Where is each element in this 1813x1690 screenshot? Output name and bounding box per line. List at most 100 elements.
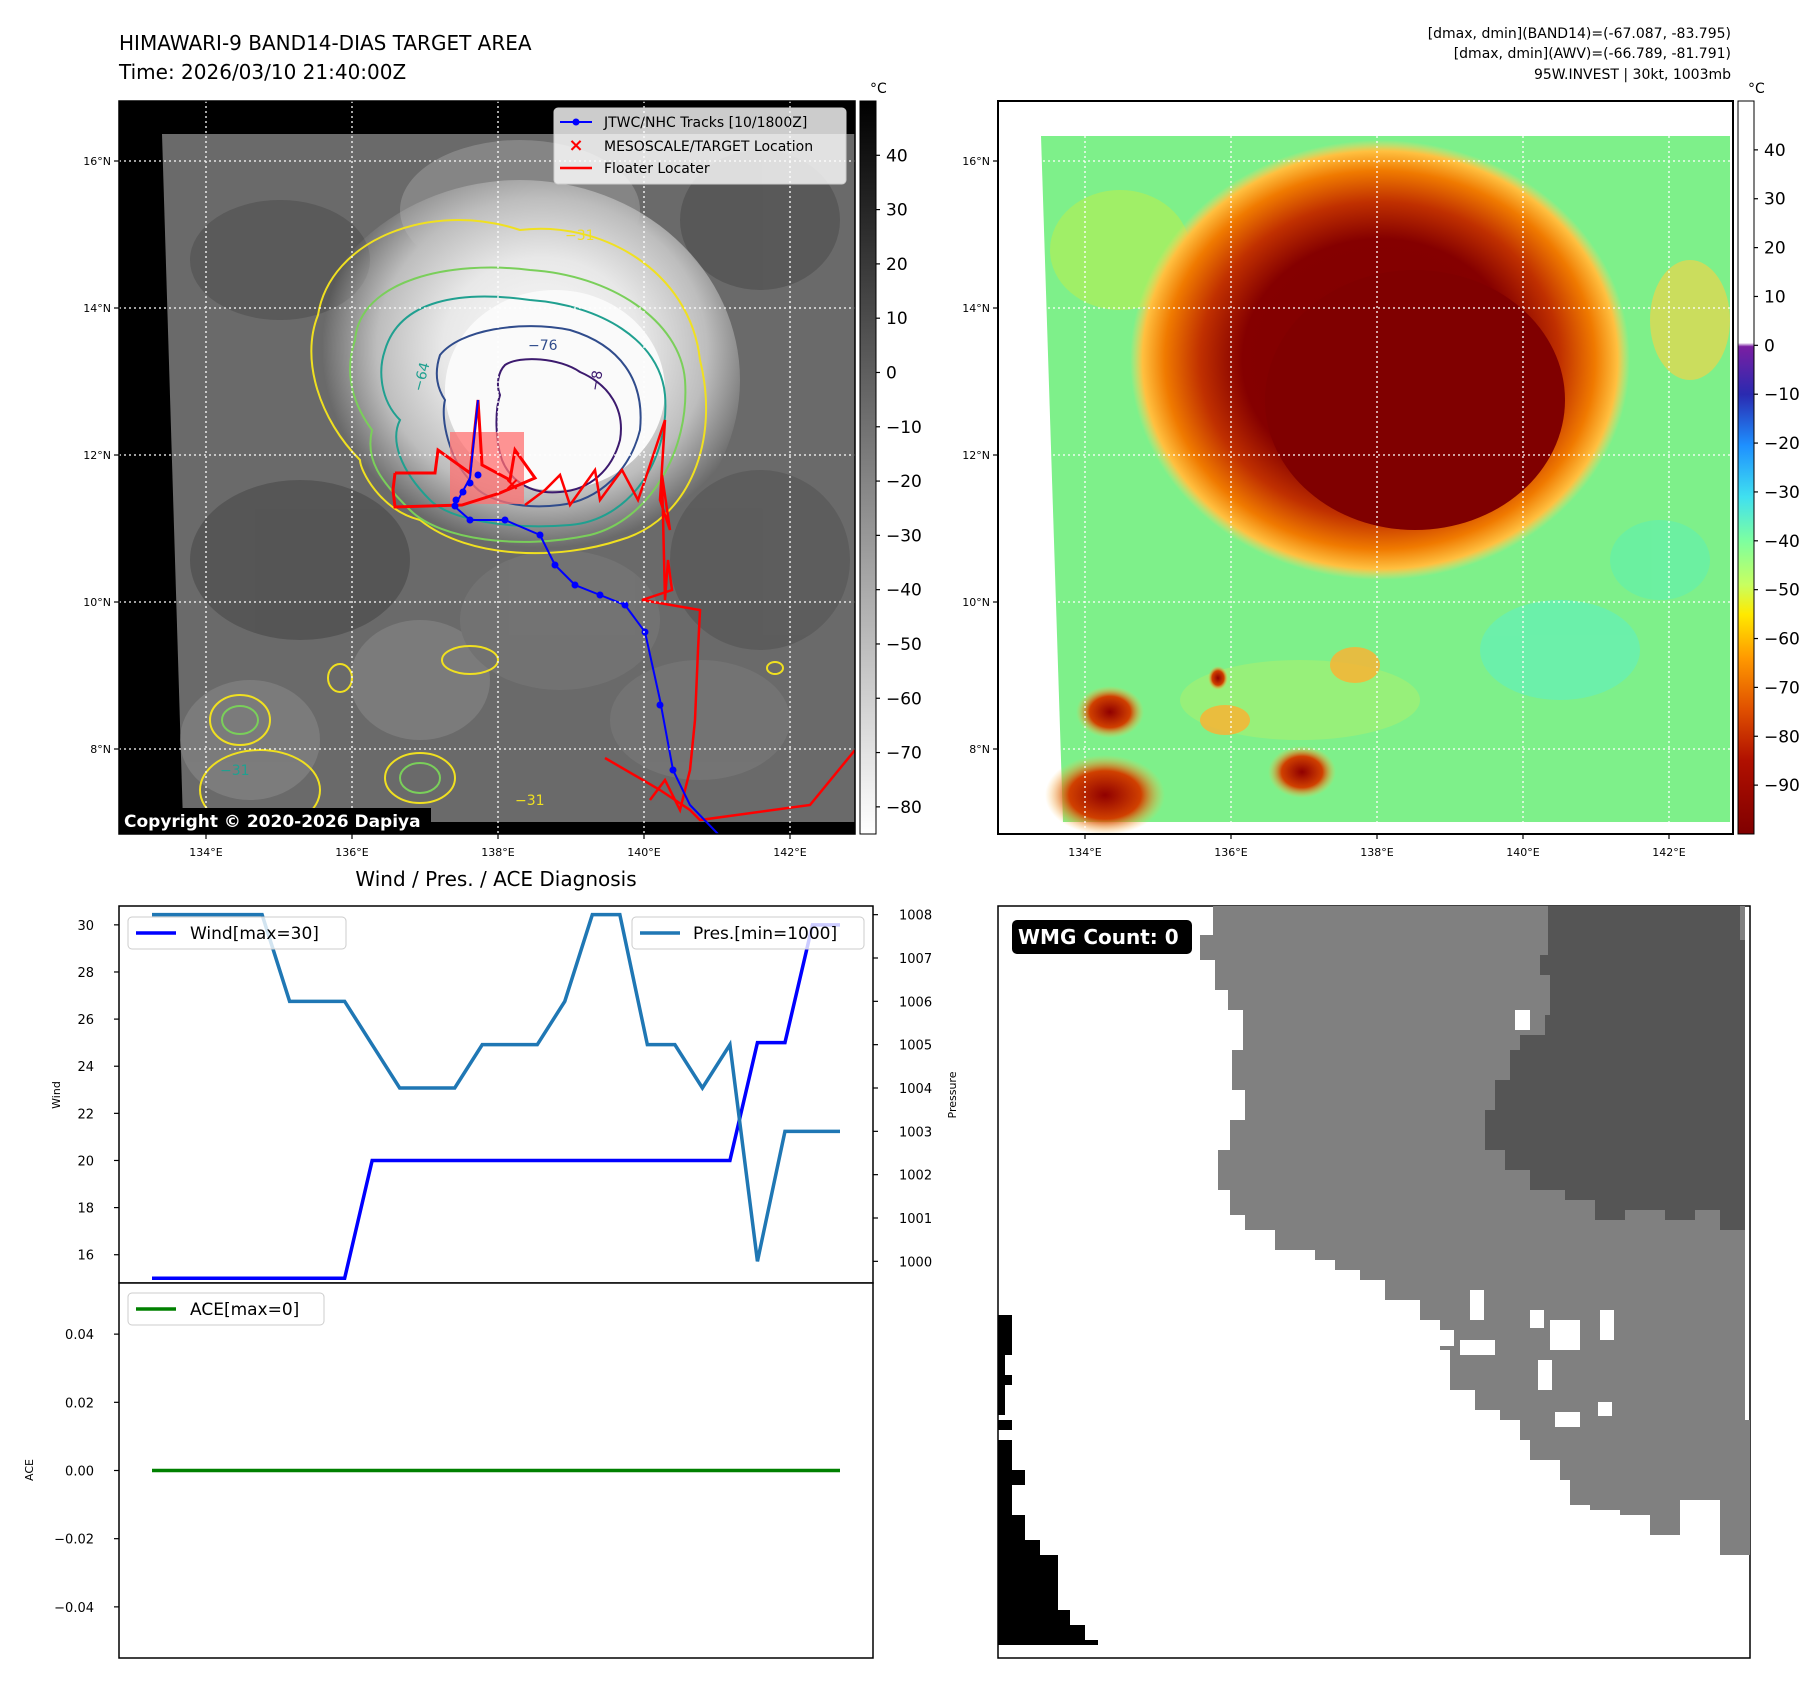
lon-tick-label: 140°E	[627, 846, 660, 859]
copyright-bg	[119, 808, 431, 834]
colorbar-tick-label: −40	[1764, 532, 1800, 552]
wind-tick-label: 24	[77, 1060, 94, 1075]
awv-frame	[997, 100, 1734, 835]
colorbar-tick-label: −40	[886, 581, 922, 601]
awv-colorbar-bar	[1737, 100, 1755, 835]
colorbar-tick-label: −50	[1764, 581, 1800, 601]
lat-tick-label: 12°N	[83, 449, 111, 462]
lon-tick-label: 136°E	[335, 846, 368, 859]
pressure-tick-label: 1001	[899, 1212, 932, 1227]
colorbar-tick-label: −90	[1764, 776, 1800, 796]
colorbar-tick-label: 40	[1764, 141, 1786, 161]
ace-tick-label: −0.02	[54, 1533, 94, 1548]
lon-tick-label: 142°E	[773, 846, 806, 859]
pressure-tick-label: 1007	[899, 952, 932, 967]
contour-label-76: −76	[528, 338, 558, 354]
floater-locater-2	[524, 419, 702, 814]
contour-label-31a: −31	[565, 228, 595, 244]
colorbar-tick-label: 0	[886, 363, 897, 383]
pressure-tick-label: 1000	[899, 1255, 932, 1270]
legend-floater-label: Floater Locater	[604, 161, 710, 177]
pressure-tick-label: 1003	[899, 1125, 932, 1140]
ir-satellite-panel: −76 −64 −31 −31 −31 −8 ×	[83, 100, 856, 859]
lon-tick-label: 138°E	[481, 846, 514, 859]
wmg-holes	[1440, 1010, 1614, 1427]
lat-tick-label: 10°N	[962, 596, 990, 609]
ace-axis-ticks: 0.04 0.02 0.00 −0.02 −0.04	[54, 1328, 119, 1616]
pressure-tick-label: 1004	[899, 1082, 932, 1097]
colorbar-tick-label: −10	[886, 418, 922, 438]
lon-tick-label: 142°E	[1652, 846, 1685, 859]
ace-axis-label: ACE	[23, 1459, 36, 1481]
contour-label-64: −64	[410, 361, 433, 394]
ace-tick-label: 0.04	[65, 1328, 94, 1343]
contour-minus31	[310, 218, 708, 555]
pressure-tick-label: 1002	[899, 1169, 932, 1184]
wind-tick-label: 16	[77, 1249, 94, 1264]
lat-tick-label: 12°N	[962, 449, 990, 462]
ir-lon-ticks: 134°E 136°E 138°E 140°E 142°E	[189, 834, 807, 859]
wind-axis-ticks: 30 28 26 24 22 20 18 16	[77, 919, 119, 1264]
wind-pressure-frame	[118, 905, 874, 1284]
pressure-axis-label: Pressure	[946, 1071, 959, 1118]
colorbar-tick-label: −50	[886, 635, 922, 655]
pressure-legend-label: Pres.[min=1000]	[693, 924, 837, 944]
contour-minus76	[435, 325, 642, 508]
figure-title: HIMAWARI-9 BAND14-DIAS TARGET AREA	[119, 31, 532, 55]
colorbar-tick-label: −20	[886, 472, 922, 492]
colorbar-tick-label: 30	[1764, 190, 1786, 210]
colorbar-tick-label: 30	[886, 201, 908, 221]
contour-minus80	[495, 358, 622, 494]
info-awv: [dmax, dmin](AWV)=(-66.789, -81.791)	[1454, 46, 1731, 62]
wind-tick-label: 30	[77, 919, 94, 934]
lat-tick-label: 16°N	[83, 155, 111, 168]
wmg-black-region	[998, 1315, 1098, 1645]
ace-tick-label: −0.04	[54, 1601, 94, 1616]
lat-tick-label: 16°N	[962, 155, 990, 168]
colorbar-tick-label: −30	[886, 526, 922, 546]
wind-tick-label: 18	[77, 1202, 94, 1217]
colorbar-tick-label: 40	[886, 146, 908, 166]
ace-legend-label: ACE[max=0]	[190, 1300, 299, 1320]
wmg-dark-region	[1485, 906, 1745, 1230]
figure-time: Time: 2026/03/10 21:40:00Z	[118, 60, 406, 84]
ace-legend: ACE[max=0]	[127, 1292, 325, 1326]
colorbar-tick-label: −10	[1764, 385, 1800, 405]
pressure-axis-ticks: 1008 1007 1006 1005 1004 1003 1002 1001 1000	[873, 909, 932, 1270]
ir-lat-ticks: 16°N 14°N 12°N 10°N 8°N	[83, 155, 119, 756]
wind-legend: Wind[max=30]	[127, 916, 347, 950]
colorbar-tick-label: −20	[1764, 434, 1800, 454]
ir-gridlines	[119, 101, 855, 834]
ir-legend-box	[553, 107, 847, 185]
legend-target-swatch: ×	[568, 135, 583, 156]
wind-series-line	[152, 923, 840, 1281]
awv-gridlines	[998, 101, 1733, 834]
colorbar-tick-label: −80	[1764, 727, 1800, 747]
colorbar-tick-label: −30	[1764, 483, 1800, 503]
wmg-count-badge	[1012, 920, 1192, 954]
ir-legend: JTWC/NHC Tracks [10/1800Z] × MESOSCALE/T…	[553, 107, 847, 185]
pressure-tick-label: 1005	[899, 1039, 932, 1054]
colorbar-tick-label: 20	[886, 255, 908, 275]
lon-tick-label: 138°E	[1360, 846, 1393, 859]
floater-locater-3	[604, 749, 855, 822]
legend-target-label: MESOSCALE/TARGET Location	[604, 139, 813, 155]
lat-tick-label: 8°N	[90, 743, 111, 756]
lon-tick-label: 140°E	[1506, 846, 1539, 859]
wind-tick-label: 22	[77, 1107, 94, 1122]
lat-tick-label: 10°N	[83, 596, 111, 609]
contour-label-8: −8	[587, 369, 606, 392]
copyright-text: Copyright © 2020-2026 Dapiya	[124, 812, 421, 832]
pressure-tick-label: 1008	[899, 909, 932, 924]
awv-colorbar-unit: °C	[1748, 81, 1765, 97]
floater-locater-1	[391, 399, 538, 509]
awv-colorbar: °C 40 30 20 10 0 −10 −20 −30 −40 −50 −60 −70 −80 −90	[1737, 81, 1800, 835]
contour-label-31c: −31	[515, 793, 545, 809]
colorbar-tick-label: −80	[886, 798, 922, 818]
wind-tick-label: 26	[77, 1013, 94, 1028]
colorbar-tick-label: −60	[886, 689, 922, 709]
colorbar-tick-label: −70	[1764, 678, 1800, 698]
contour-minus64	[380, 295, 667, 528]
wind-tick-label: 28	[77, 966, 94, 981]
